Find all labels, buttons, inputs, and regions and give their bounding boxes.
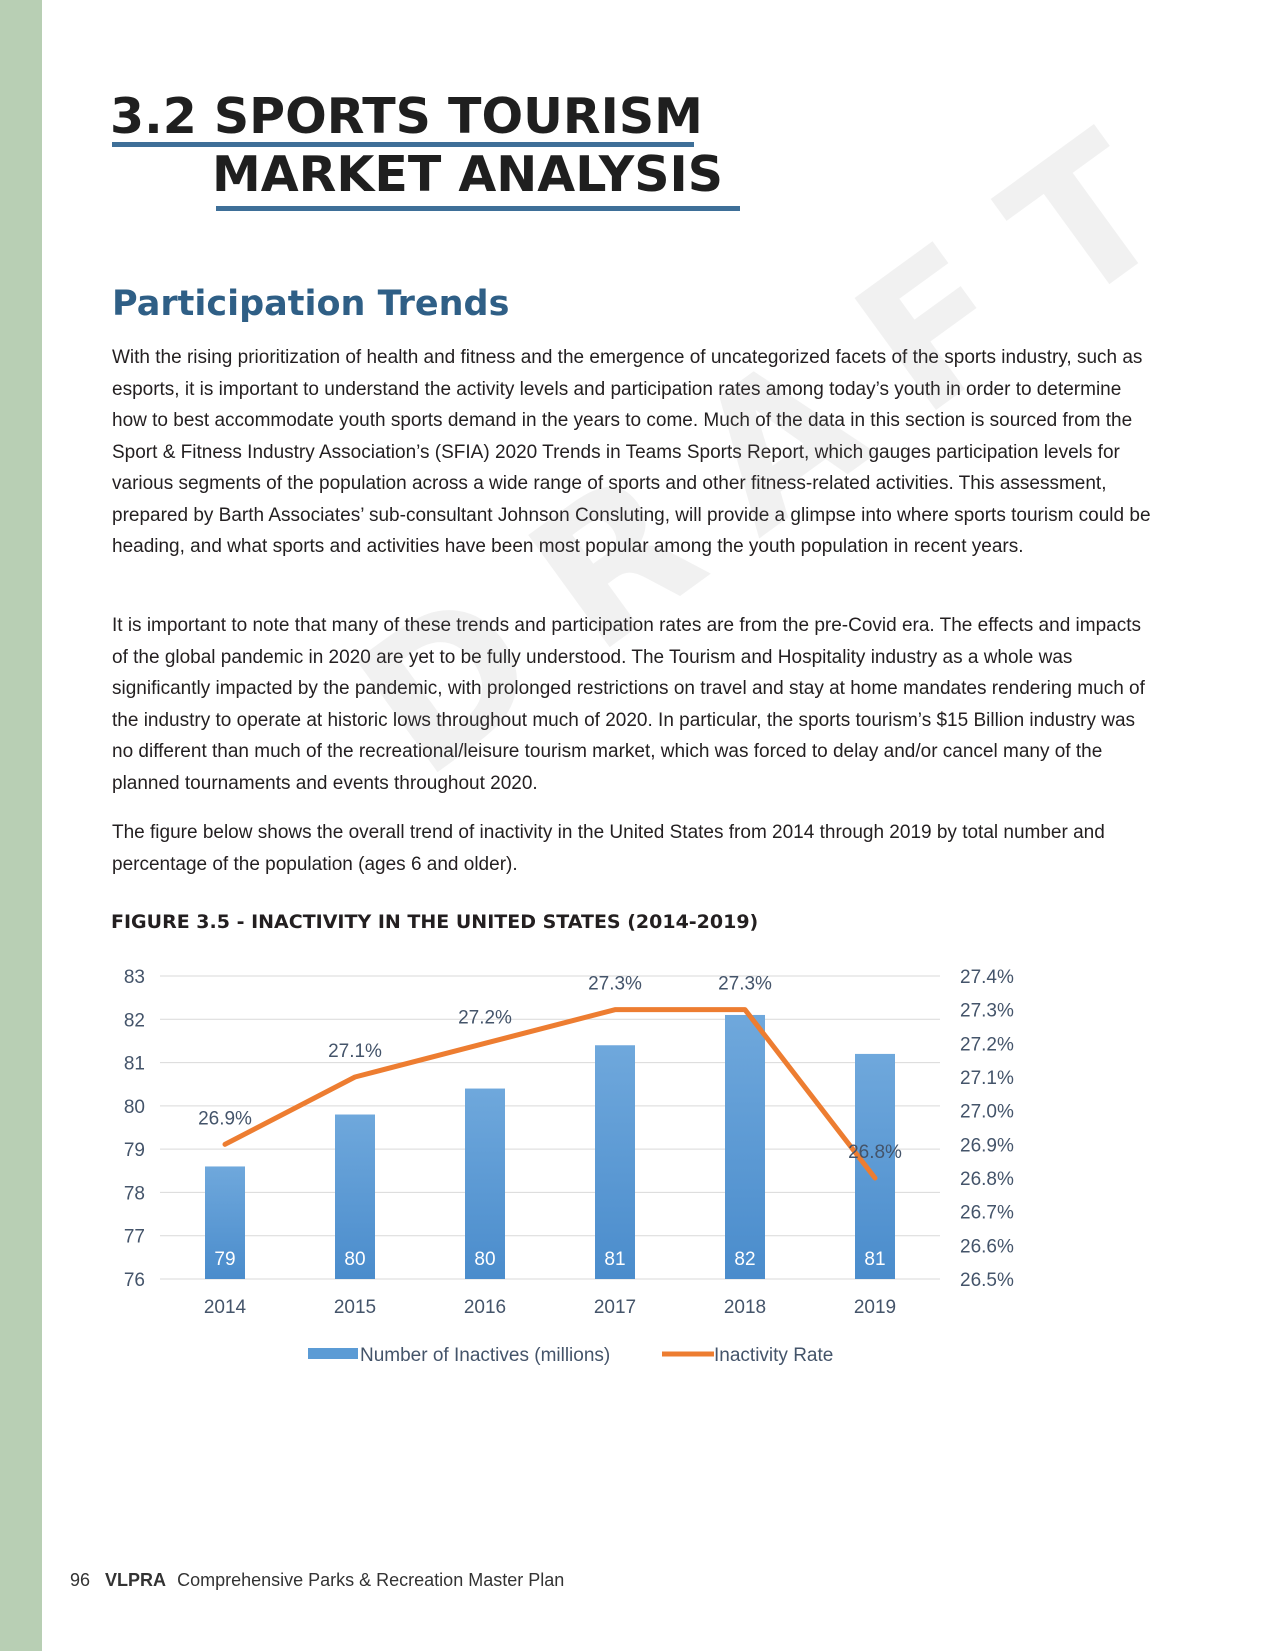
y-right-tick-label: 26.7% — [960, 1203, 1014, 1224]
bar-data-label: 81 — [864, 1249, 885, 1270]
bar-data-label: 80 — [344, 1249, 365, 1270]
y-right-tick-label: 27.1% — [960, 1068, 1014, 1089]
y-right-tick-label: 26.8% — [960, 1169, 1014, 1190]
y-right-tick-label: 27.2% — [960, 1034, 1014, 1055]
y-right-tick-label: 26.6% — [960, 1236, 1014, 1257]
x-tick-label: 2018 — [724, 1297, 766, 1318]
body-paragraph-2: It is important to note that many of the… — [112, 615, 1145, 794]
line-point — [354, 1076, 356, 1078]
bar-data-label: 79 — [214, 1249, 235, 1270]
line-data-label: 27.1% — [328, 1041, 382, 1062]
bar-data-label: 82 — [734, 1249, 755, 1270]
footer-brand: VLPRA — [105, 1570, 167, 1590]
bar-data-label: 81 — [604, 1249, 625, 1270]
bar — [335, 1114, 375, 1279]
side-color-strip — [0, 0, 42, 1651]
line-data-label: 26.9% — [198, 1108, 252, 1129]
page-title-line-1: 3.2 SPORTS TOURISM — [110, 88, 703, 145]
legend-label-bars: Number of Inactives (millions) — [360, 1345, 610, 1366]
title-underline-2 — [216, 206, 740, 211]
legend-label-line: Inactivity Rate — [714, 1345, 833, 1366]
bar-data-label: 80 — [474, 1249, 495, 1270]
line-point — [874, 1177, 876, 1179]
y-left-tick-label: 81 — [124, 1054, 145, 1075]
y-right-tick-label: 27.0% — [960, 1102, 1014, 1123]
x-tick-label: 2016 — [464, 1297, 506, 1318]
line-point — [744, 1009, 746, 1011]
inactivity-rate-line — [222, 1007, 878, 1181]
line-point — [484, 1042, 486, 1044]
figure-title: FIGURE 3.5 - INACTIVITY IN THE UNITED ST… — [111, 911, 759, 933]
y-left-tick-label: 83 — [124, 967, 145, 988]
x-tick-label: 2015 — [334, 1297, 376, 1318]
bar — [205, 1166, 245, 1279]
bar — [465, 1088, 505, 1279]
title-underline-1 — [112, 142, 694, 147]
line-data-label: 27.2% — [458, 1007, 512, 1028]
legend-swatch-bars — [308, 1348, 358, 1359]
y-left-tick-label: 76 — [124, 1270, 145, 1291]
line-data-label: 27.3% — [718, 974, 772, 995]
line-data-label: 26.8% — [848, 1142, 902, 1163]
line-point — [614, 1009, 616, 1011]
page-footer: 96 VLPRA Comprehensive Parks & Recreatio… — [70, 1570, 564, 1591]
y-left-tick-label: 78 — [124, 1183, 145, 1204]
bar — [595, 1045, 635, 1279]
y-right-tick-label: 27.4% — [960, 967, 1014, 988]
bar — [725, 1014, 765, 1279]
x-tick-label: 2014 — [204, 1297, 247, 1318]
section-heading: Participation Trends — [112, 284, 510, 324]
body-paragraph-1: With the rising prioritization of health… — [112, 347, 1151, 557]
page-title-line-2: MARKET ANALYSIS — [212, 146, 724, 203]
line-point — [224, 1143, 226, 1145]
x-tick-label: 2017 — [594, 1297, 636, 1318]
y-left-tick-label: 82 — [124, 1010, 145, 1031]
page-number: 96 — [70, 1570, 91, 1590]
y-left-tick-label: 80 — [124, 1097, 145, 1118]
y-left-tick-label: 79 — [124, 1140, 145, 1161]
y-right-tick-label: 26.5% — [960, 1270, 1014, 1291]
line-data-label: 27.3% — [588, 974, 642, 995]
y-right-tick-label: 27.3% — [960, 1001, 1014, 1022]
body-paragraph-3: The figure below shows the overall trend… — [112, 822, 1105, 875]
y-left-tick-label: 77 — [124, 1227, 145, 1248]
y-right-tick-label: 26.9% — [960, 1135, 1014, 1156]
bar — [855, 1053, 895, 1279]
x-tick-label: 2019 — [854, 1297, 896, 1318]
footer-doc-title: Comprehensive Parks & Recreation Master … — [177, 1570, 565, 1590]
